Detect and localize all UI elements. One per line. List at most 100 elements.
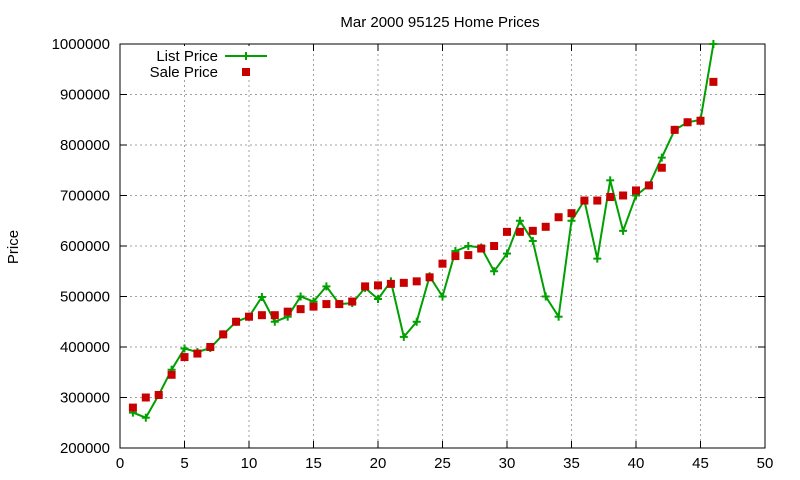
sale-price-point xyxy=(567,209,576,218)
x-tick-label: 50 xyxy=(757,455,774,472)
sale-price-point xyxy=(541,222,550,231)
sale-price-point xyxy=(438,259,447,268)
chart-title: Mar 2000 95125 Home Prices xyxy=(340,14,539,31)
sale-price-point xyxy=(683,118,692,127)
sale-price-point xyxy=(490,242,499,250)
sale-price-point xyxy=(335,300,344,309)
sale-price-point xyxy=(283,307,292,316)
list-price-point xyxy=(619,226,628,235)
sale-price-point xyxy=(619,191,628,200)
sale-price-point xyxy=(657,163,666,172)
list-price-point xyxy=(464,242,473,250)
x-tick-label: 30 xyxy=(499,455,516,472)
legend-background xyxy=(140,46,275,80)
x-tick-label: 0 xyxy=(116,455,124,472)
legend-label-sale-price: Sale Price xyxy=(150,64,218,81)
sale-price-point xyxy=(154,390,163,399)
sale-price-point xyxy=(296,305,305,314)
plot-area xyxy=(128,40,718,422)
list-price-point xyxy=(438,292,447,301)
list-price-point xyxy=(515,216,524,225)
sale-price-point xyxy=(167,370,176,379)
sale-price-point xyxy=(451,252,460,261)
sale-price-point xyxy=(528,226,537,235)
legend-marker-sale-price xyxy=(242,68,250,76)
y-tick-label: 600000 xyxy=(60,238,110,255)
sale-price-point xyxy=(412,277,421,286)
y-tick-label: 1000000 xyxy=(52,36,110,53)
sale-price-point xyxy=(580,196,589,205)
sale-price-point xyxy=(399,278,408,287)
sale-price-point xyxy=(128,403,137,412)
sale-price-point xyxy=(270,311,279,320)
sale-price-point xyxy=(219,330,228,339)
list-price-point xyxy=(709,40,718,48)
x-tick-label: 40 xyxy=(628,455,645,472)
sale-price-point xyxy=(374,281,382,290)
list-price-point xyxy=(322,282,331,291)
legend-label-list-price: List Price xyxy=(156,48,218,65)
sale-price-point xyxy=(503,227,511,236)
y-tick-label: 400000 xyxy=(60,339,110,356)
sale-price-point xyxy=(141,393,150,402)
sale-price-point xyxy=(206,343,215,351)
legend-marker-list-price xyxy=(242,52,250,60)
list-price-point xyxy=(593,254,602,263)
list-price-point xyxy=(296,292,305,301)
sale-price-point xyxy=(245,312,253,321)
sale-price-point xyxy=(696,116,705,125)
list-price-point xyxy=(567,216,576,225)
axes: 0 5 10 15 20 25 30 35 40 45 50 200000 300000 400000 50… xyxy=(52,36,774,472)
list-price-point xyxy=(657,153,666,162)
sale-price-point xyxy=(232,317,241,326)
sale-price-point xyxy=(477,244,486,253)
x-tick-label: 45 xyxy=(692,455,709,472)
sale-price-point xyxy=(386,279,395,288)
y-tick-label: 800000 xyxy=(60,137,110,154)
list-price-point xyxy=(141,413,150,422)
sale-price-point xyxy=(425,273,434,282)
y-tick-label: 300000 xyxy=(60,390,110,407)
sale-price-point xyxy=(606,193,615,202)
list-price-line xyxy=(132,43,715,419)
list-price-point xyxy=(374,295,382,304)
grid-lines xyxy=(120,44,765,448)
sale-price-point xyxy=(554,213,563,222)
sale-price-point xyxy=(709,77,718,86)
x-tick-label: 15 xyxy=(305,455,322,472)
sale-price-point xyxy=(348,297,357,306)
sale-price-point xyxy=(644,181,653,190)
list-price-point xyxy=(399,332,408,341)
list-price-point xyxy=(541,292,550,301)
x-tick-label: 10 xyxy=(241,455,258,472)
list-price-point xyxy=(412,317,421,326)
y-tick-label: 500000 xyxy=(60,289,110,306)
sale-price-point xyxy=(180,353,189,362)
x-tick-label: 25 xyxy=(434,455,451,472)
list-price-point xyxy=(257,293,266,302)
sale-price-point xyxy=(257,311,266,320)
sale-price-point xyxy=(361,282,370,291)
sale-price-point xyxy=(515,227,524,236)
sale-price-point xyxy=(670,125,679,134)
y-tick-label: 200000 xyxy=(60,440,110,457)
sale-price-point xyxy=(632,186,640,195)
y-axis-label: Price xyxy=(5,230,22,264)
y-tick-label: 900000 xyxy=(60,87,110,104)
list-price-point xyxy=(490,267,499,276)
sale-price-point xyxy=(322,300,331,309)
list-price-point xyxy=(528,236,537,245)
list-price-point xyxy=(554,312,563,321)
x-tick-label: 35 xyxy=(563,455,580,472)
sale-price-point xyxy=(593,196,602,205)
list-price-point xyxy=(180,344,189,353)
sale-price-point xyxy=(193,349,202,358)
y-tick-label: 700000 xyxy=(60,188,110,205)
sale-price-point xyxy=(309,302,318,311)
list-price-point xyxy=(503,249,511,258)
sale-price-point xyxy=(464,251,473,260)
x-tick-label: 20 xyxy=(370,455,387,472)
